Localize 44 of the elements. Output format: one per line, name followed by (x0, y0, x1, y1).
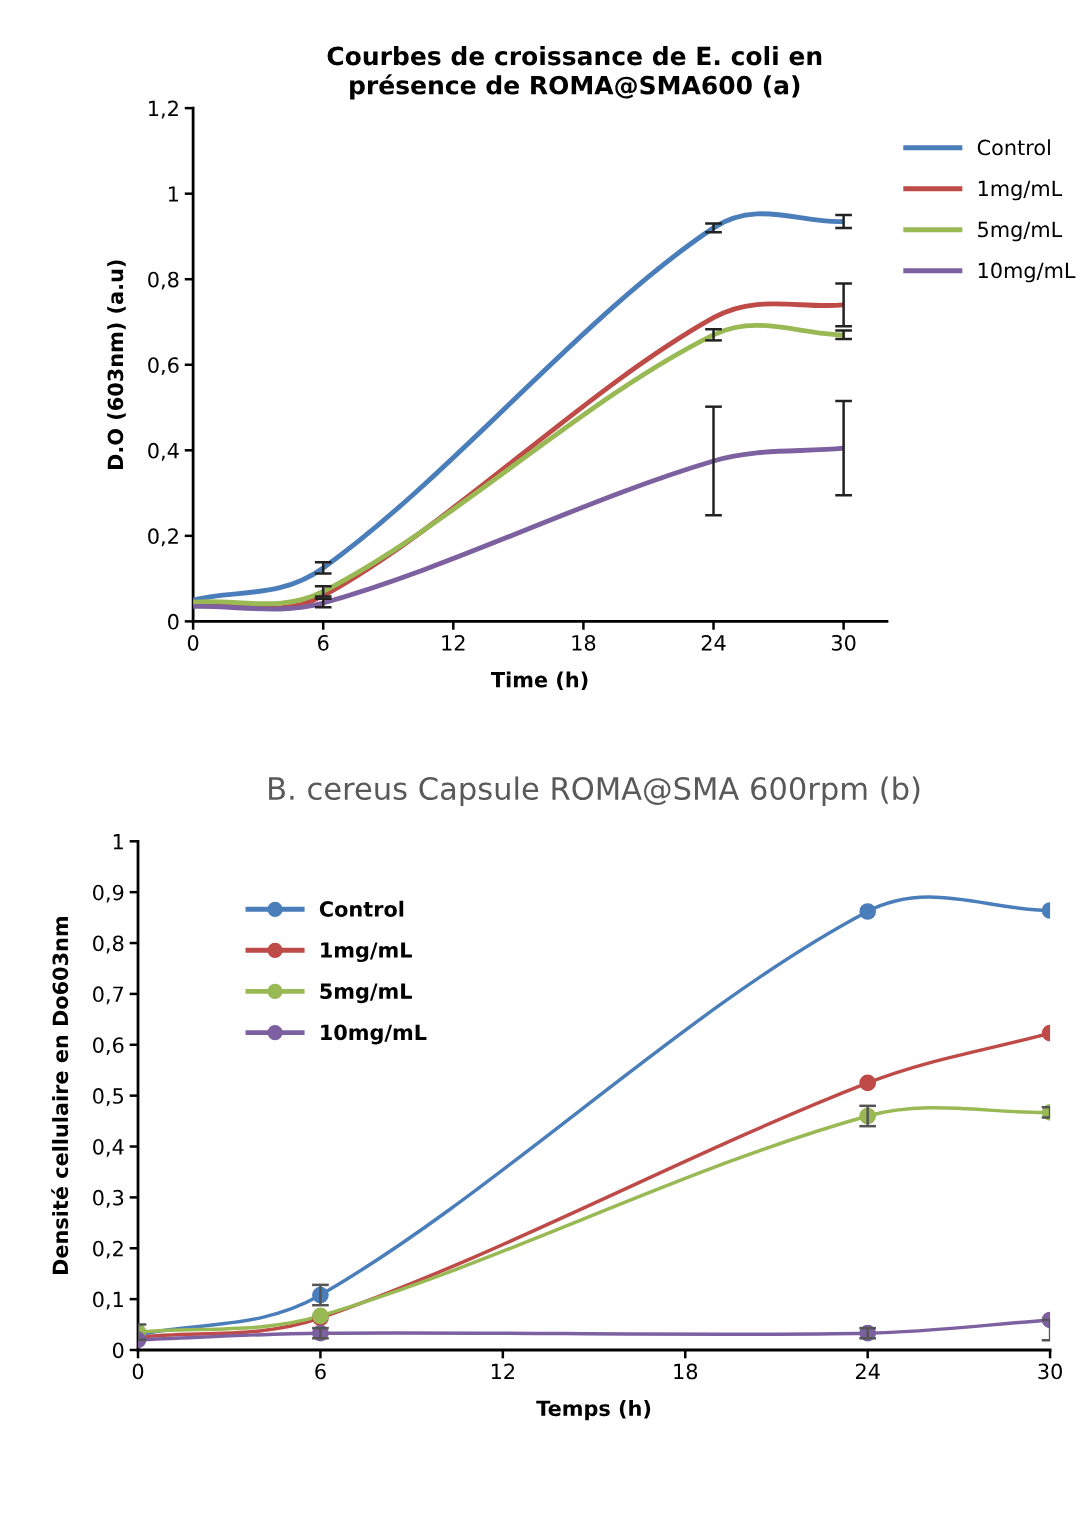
y-tick-label: 0,8 (148, 271, 179, 290)
x-tick-label: 12 (491, 1363, 515, 1380)
y-tick-label: 0,1 (93, 1291, 123, 1310)
legend-label: 5mg/mL (978, 221, 1063, 242)
y-tick-label: 0,4 (148, 442, 179, 461)
x-tick-label: 0 (132, 1363, 144, 1380)
y-tick-label: 0,9 (93, 884, 124, 903)
y-axis-title: D.O (603nm) (a.u) (107, 260, 126, 470)
x-axis-title: Temps (h) (536, 1400, 651, 1421)
y-tick-label: 0 (112, 1342, 124, 1359)
legend-label: 5mg/mL (320, 983, 412, 1004)
y-tick-label: 0,6 (93, 1037, 124, 1056)
y-tick-label: 1,2 (149, 100, 178, 119)
chart-title: B. cereus Capsule ROMA@SMA 600rpm (b) (269, 776, 920, 806)
legend-label: Control (977, 139, 1050, 156)
x-tick-label: 30 (831, 634, 856, 651)
x-tick-label: 12 (442, 634, 465, 651)
x-tick-label: 0 (187, 634, 199, 651)
y-tick-label: 1 (168, 186, 178, 202)
y-axis-title: Densité cellulaire en Do603nm (51, 917, 69, 1275)
y-tick-label: 0,8 (93, 935, 124, 954)
legend-label: 1mg/mL (321, 942, 412, 963)
chart-title: Courbes de croissance de E. coli en présence de ROMA@SMA600 (a) (327, 46, 822, 100)
y-tick-label: 0,3 (93, 1189, 124, 1208)
x-tick-label: 24 (855, 1363, 880, 1380)
y-tick-label: 0,2 (148, 528, 178, 547)
x-tick-label: 30 (1038, 1363, 1062, 1380)
x-tick-label: 18 (572, 634, 596, 651)
x-axis-title: Time (h) (490, 671, 588, 690)
legend-label: 10mg/mL (321, 1024, 427, 1045)
y-tick-label: 0,6 (148, 357, 179, 376)
x-tick-label: 6 (318, 634, 329, 651)
legend-label: Control (319, 900, 404, 917)
y-tick-label: 0,2 (93, 1240, 123, 1259)
y-tick-label: 0,4 (93, 1138, 124, 1157)
legend-label: 10mg/mL (978, 262, 1076, 283)
y-tick-label: 0,5 (93, 1088, 123, 1106)
x-tick-label: 6 (315, 1363, 326, 1380)
y-tick-label: 0 (168, 613, 179, 630)
y-tick-label: 1 (113, 834, 123, 850)
legend-label: 1mg/mL (978, 180, 1063, 201)
x-tick-label: 18 (674, 1363, 698, 1380)
y-tick-label: 0,7 (93, 986, 124, 1005)
x-tick-label: 24 (701, 634, 726, 651)
